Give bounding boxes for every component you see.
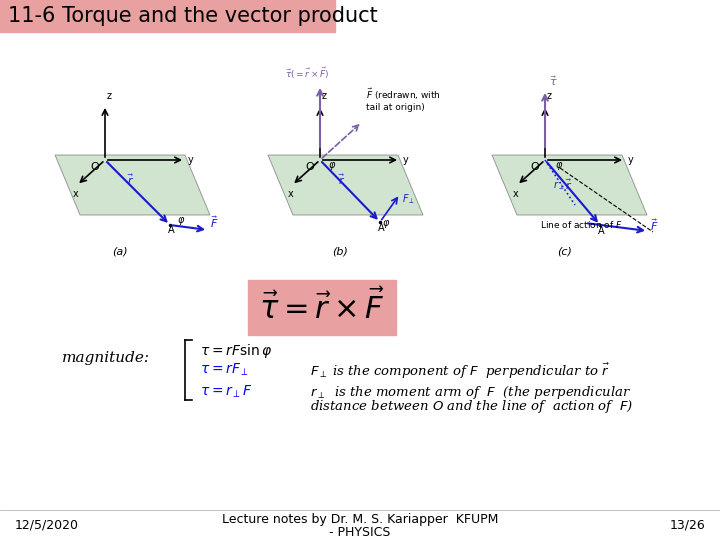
Text: 11-6 Torque and the vector product: 11-6 Torque and the vector product: [8, 6, 378, 26]
Text: distance between $O$ and the line of  action of  $F$): distance between $O$ and the line of act…: [310, 398, 634, 415]
Text: $\tau = rF_{\perp}$: $\tau = rF_{\perp}$: [200, 362, 249, 379]
Text: y: y: [403, 155, 409, 165]
Bar: [0, 0, 335, 32]
Text: (b): (b): [332, 247, 348, 257]
Text: $\tau = r_{\perp}F$: $\tau = r_{\perp}F$: [200, 384, 252, 400]
Text: A: A: [598, 226, 605, 236]
Text: y: y: [188, 155, 194, 165]
Text: $\vec{F}$: $\vec{F}$: [210, 214, 219, 230]
Text: O: O: [305, 162, 314, 172]
Text: $\varphi$: $\varphi$: [177, 215, 185, 227]
Text: A: A: [168, 225, 175, 235]
Text: $\vec{\tau}(=\vec{r}\times\vec{F})$: $\vec{\tau}(=\vec{r}\times\vec{F})$: [285, 66, 330, 81]
Text: $\vec{F}$ (redrawn, with
tail at origin): $\vec{F}$ (redrawn, with tail at origin): [366, 86, 441, 112]
Text: x: x: [513, 189, 518, 199]
Text: $\vec{\tau}$: $\vec{\tau}$: [549, 75, 558, 88]
Text: x: x: [288, 189, 294, 199]
Text: $\vec{r}$: $\vec{r}$: [127, 172, 134, 187]
Text: $F_{\perp}$ is the component of $F$  perpendicular to $\vec{r}$: $F_{\perp}$ is the component of $F$ perp…: [310, 362, 610, 381]
Text: z: z: [547, 91, 552, 101]
Text: 13/26: 13/26: [670, 518, 705, 531]
Text: z: z: [322, 91, 327, 101]
Text: $\vec{F}$: $\vec{F}$: [650, 217, 659, 233]
Text: Lecture notes by Dr. M. S. Kariapper  KFUPM: Lecture notes by Dr. M. S. Kariapper KFU…: [222, 514, 498, 526]
Text: (c): (c): [557, 247, 572, 257]
Polygon shape: [492, 155, 647, 215]
Text: Line of action of $F$: Line of action of $F$: [540, 219, 623, 230]
Text: $\vec{r}$: $\vec{r}$: [565, 177, 572, 192]
Text: O: O: [530, 162, 539, 172]
Text: A: A: [378, 223, 384, 233]
Bar: [248, 280, 396, 335]
Polygon shape: [55, 155, 210, 215]
Text: - PHYSICS: - PHYSICS: [329, 525, 391, 538]
Text: $\vec{r}$: $\vec{r}$: [338, 172, 345, 187]
Text: $F_{\perp}$: $F_{\perp}$: [402, 192, 415, 206]
Text: x: x: [73, 189, 78, 199]
Text: y: y: [628, 155, 634, 165]
Text: $\tau = rF\sin\varphi$: $\tau = rF\sin\varphi$: [200, 342, 272, 360]
Text: (a): (a): [112, 247, 128, 257]
Text: z: z: [107, 91, 112, 101]
Text: $\varphi$: $\varphi$: [328, 160, 336, 172]
Text: 12/5/2020: 12/5/2020: [15, 518, 79, 531]
Text: $\varphi$: $\varphi$: [382, 218, 390, 230]
Text: $\varphi$: $\varphi$: [555, 160, 563, 172]
Text: $\vec{\tau} = \vec{r} \times \vec{F}$: $\vec{\tau} = \vec{r} \times \vec{F}$: [259, 289, 385, 326]
Polygon shape: [268, 155, 423, 215]
Text: $r_{\perp}$: $r_{\perp}$: [553, 179, 564, 192]
Text: $r_{\perp}$  is the moment arm of  $F$  (the perpendicular: $r_{\perp}$ is the moment arm of $F$ (th…: [310, 384, 631, 401]
Text: O: O: [90, 162, 99, 172]
Text: magnitude:: magnitude:: [62, 351, 150, 365]
